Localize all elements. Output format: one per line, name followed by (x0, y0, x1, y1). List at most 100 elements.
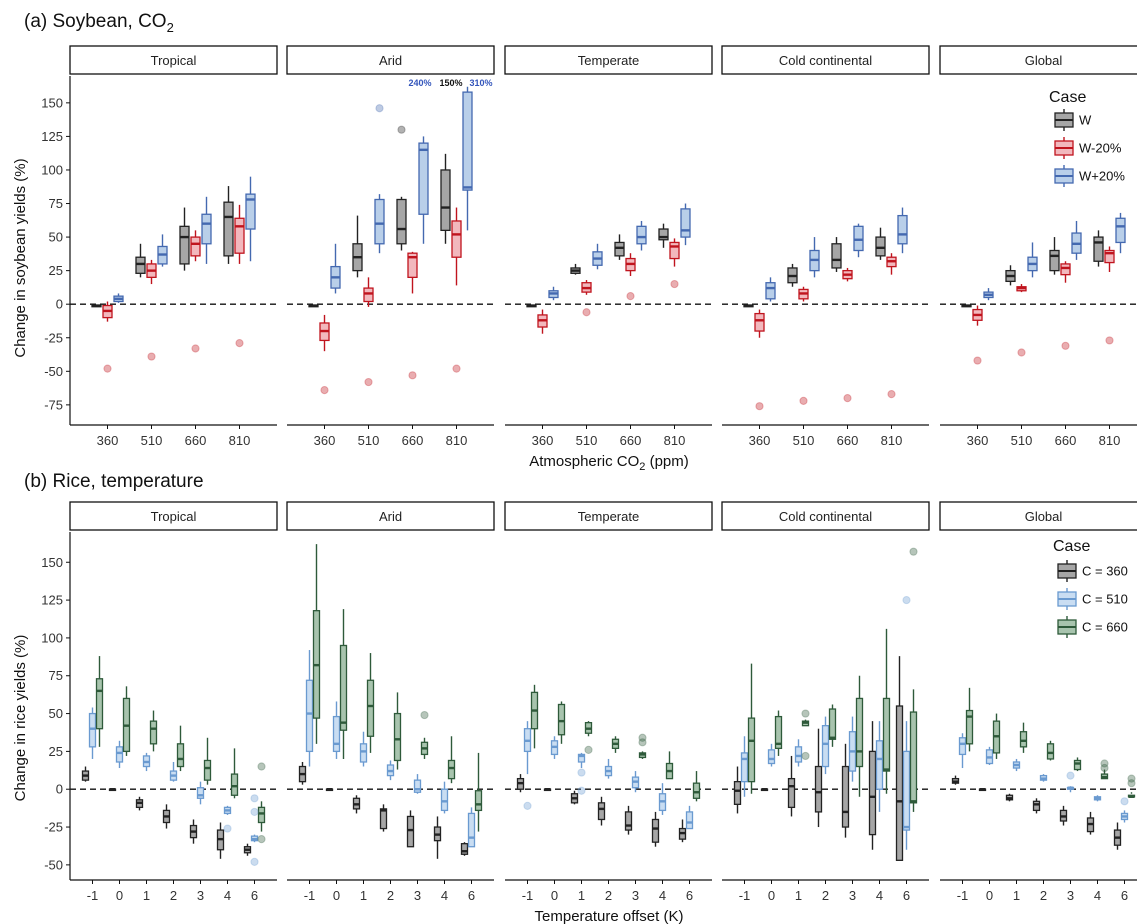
facet-strip (721, 45, 930, 75)
box-w-20 (592, 243, 603, 270)
box-body (902, 750, 911, 831)
box-c-510 (821, 716, 830, 775)
legend-item-c-360: C = 360 (1057, 560, 1128, 582)
box-c-360 (678, 819, 687, 843)
facet-global: Global -1 0 1 2 3 4 6 (939, 501, 1137, 903)
box-c-660 (882, 628, 891, 794)
facet-cold-continental: Cold continental 360 510 660 810 (721, 45, 930, 448)
box-c-510 (1012, 758, 1021, 772)
y-tick-label: -25 (44, 820, 63, 835)
box-body (257, 806, 266, 824)
box-c-660 (692, 771, 701, 802)
box-w (831, 237, 842, 272)
legend-label: W-20% (1079, 141, 1122, 156)
box-c-510 (604, 758, 613, 779)
box-c-510 (1039, 774, 1048, 782)
box-body (1115, 217, 1126, 244)
box-w-20 (1060, 261, 1071, 283)
box-c-360 (951, 775, 960, 785)
box-body (965, 709, 974, 745)
box-w (658, 223, 669, 248)
box-w-20 (754, 309, 765, 338)
legend-item-w: W (1054, 109, 1092, 131)
box-w-20 (581, 280, 592, 295)
panel-a-title-main: (a) Soybean, CO (24, 11, 167, 32)
outlier-point (755, 402, 764, 411)
facet-temperate: Temperate 360 510 660 810 (504, 45, 713, 448)
box-body (366, 679, 375, 737)
box-body (680, 208, 691, 238)
legend-label: C = 360 (1082, 564, 1128, 579)
x-tick-label: 2 (605, 888, 612, 903)
box-c-510 (142, 752, 151, 772)
box-w-20 (1115, 212, 1126, 254)
box-c-510 (196, 781, 205, 805)
x-tick-label: 4 (659, 888, 666, 903)
box-body (467, 812, 476, 848)
x-tick-label: 0 (551, 888, 558, 903)
x-tick-label: 4 (876, 888, 883, 903)
panel-b-xlabel: Temperature offset (K) (535, 908, 684, 924)
box-c-660 (1046, 740, 1055, 761)
legend-label: W+20% (1079, 169, 1125, 184)
box-w (614, 234, 625, 260)
outlier-point (452, 364, 461, 373)
box-c-510 (794, 739, 803, 767)
outlier-point (887, 390, 896, 399)
facet-strip (939, 501, 1137, 531)
legend-item-c-510: C = 510 (1057, 588, 1128, 610)
box-c-510 (250, 834, 259, 843)
box-c-360 (406, 810, 415, 848)
annotation-150-percent: 150% (439, 78, 462, 88)
facet-strip-label: Cold continental (779, 53, 872, 68)
box-body (658, 228, 669, 241)
box-c-510 (550, 736, 559, 759)
box-w (308, 304, 319, 308)
box-c-360 (460, 842, 469, 856)
panel-a-title-subscript: 2 (167, 20, 174, 35)
x-tick-label: -1 (739, 888, 751, 903)
box-body (855, 697, 864, 768)
box-c-510 (875, 721, 884, 812)
x-tick-label: 3 (1067, 888, 1074, 903)
x-tick-label: 660 (185, 433, 207, 448)
box-c-660 (965, 687, 974, 752)
facet-strip (286, 45, 495, 75)
x-tick-label: 6 (686, 888, 693, 903)
box-c-510 (658, 783, 667, 815)
box-body (875, 236, 886, 257)
outlier-point (364, 377, 373, 387)
box-c-660 (95, 656, 104, 747)
box-body (875, 740, 884, 790)
x-tick-label: 0 (333, 888, 340, 903)
outlier-point (257, 835, 266, 844)
box-body (733, 781, 742, 805)
x-tick-label: 510 (576, 433, 598, 448)
box-c-360 (733, 766, 742, 814)
y-tick-label: -50 (44, 364, 63, 379)
facet-strip-label: Tropical (151, 509, 197, 524)
facet-strip-label: Temperate (578, 509, 639, 524)
outlier-point (1120, 797, 1129, 806)
facet-strip (69, 501, 278, 531)
box-c-360 (516, 774, 525, 793)
y-tick-label: 125 (41, 593, 63, 608)
box-c-510 (440, 781, 449, 814)
box-c-660 (557, 701, 566, 744)
box-body (895, 705, 904, 861)
box-c-360 (162, 804, 171, 829)
box-body (1046, 743, 1055, 760)
box-c-360 (108, 788, 117, 792)
box-body (1073, 759, 1082, 771)
box-w-20 (680, 203, 691, 246)
box-c-660 (1100, 769, 1109, 780)
box-c-360 (978, 788, 987, 792)
box-w (1093, 230, 1104, 267)
box-c-660 (828, 704, 837, 747)
box-w-20 (972, 305, 983, 326)
legend-a-title: Case (1049, 89, 1086, 106)
box-c-360 (1005, 793, 1014, 802)
box-c-360 (841, 743, 850, 838)
box-body (339, 644, 348, 731)
box-body (557, 703, 566, 736)
